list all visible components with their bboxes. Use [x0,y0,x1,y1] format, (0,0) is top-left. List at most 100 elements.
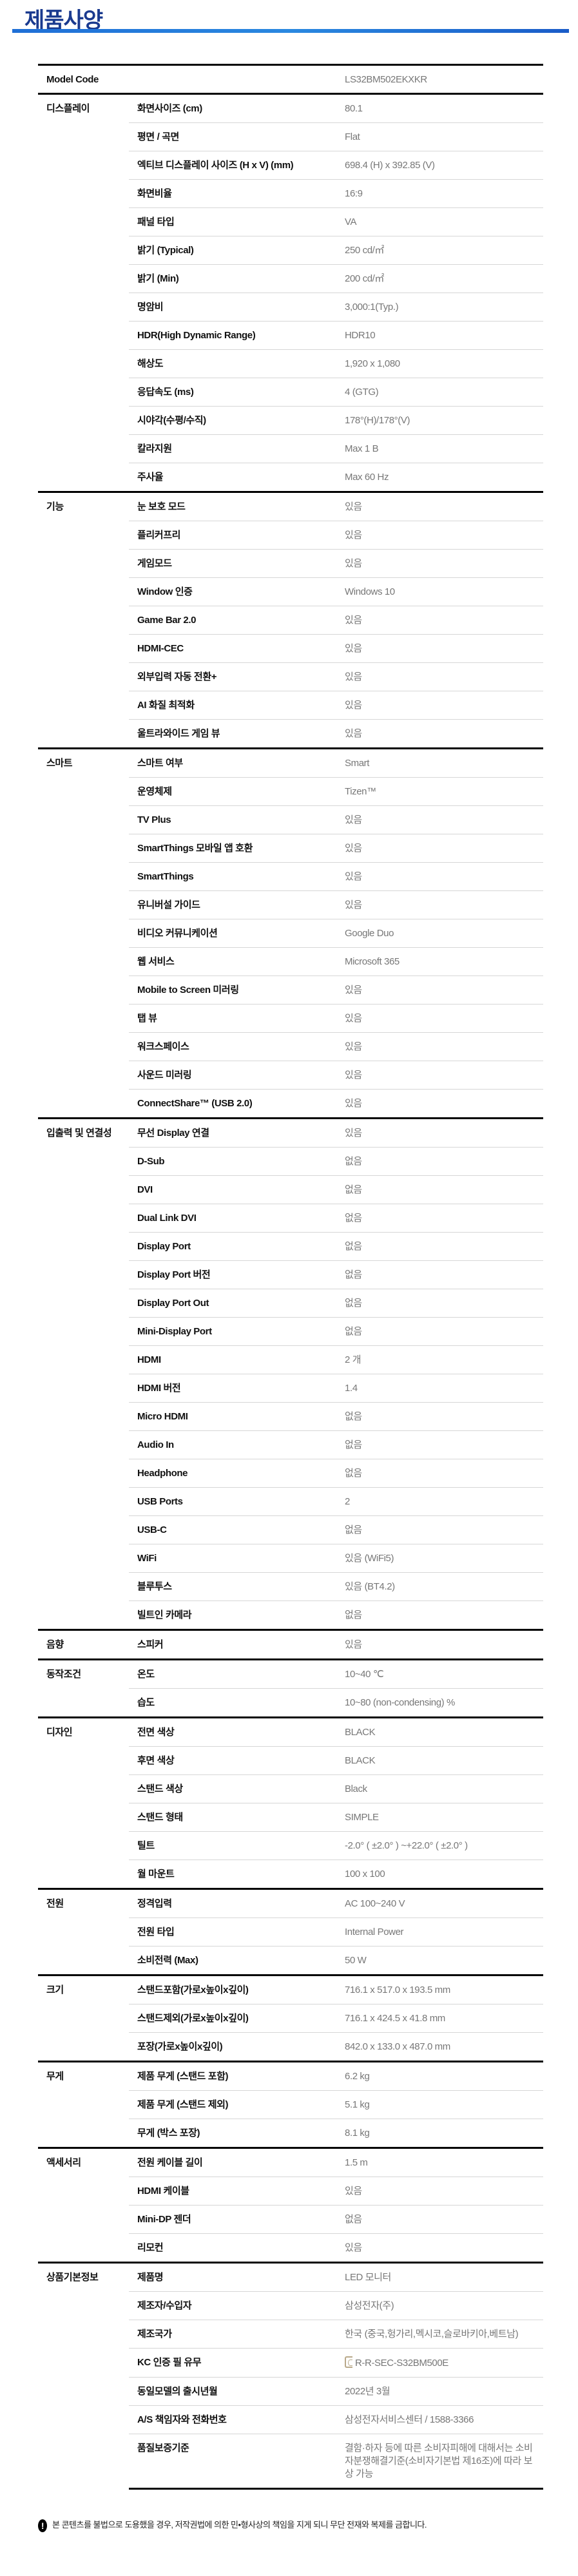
copyright-notice-text: 본 콘텐츠를 불법으로 도용했을 경우, 저작권법에 의한 민•형사상의 책임을… [52,2520,427,2530]
spec-value: 한국 (중국,헝가리,멕시코,슬로바키아,베트남) [345,2320,543,2349]
spec-row: HDR(High Dynamic Range) HDR10 [38,321,543,350]
spec-label: 월 마운트 [129,1860,345,1889]
spec-value: 8.1 kg [345,2119,543,2148]
spec-value: 200 cd/㎡ [345,264,543,293]
spec-label: HDMI [129,1345,345,1374]
spec-value: 있음 [345,834,543,863]
spec-row: 제조국가 한국 (중국,헝가리,멕시코,슬로바키아,베트남) [38,2320,543,2349]
spec-label: Mobile to Screen 미러링 [129,976,345,1004]
spec-label: AI 화질 최적화 [129,691,345,720]
spec-label: 엑티브 디스플레이 사이즈 (H x V) (mm) [129,151,345,180]
spec-value: 있음 [345,976,543,1004]
spec-label: 포장(가로x높이x깊이) [129,2032,345,2062]
spec-row: 음향 스피커 있음 [38,1629,543,1660]
spec-label: Headphone [129,1459,345,1488]
spec-row: 포장(가로x높이x깊이) 842.0 x 133.0 x 487.0 mm [38,2032,543,2062]
spec-value: 없음 [345,1175,543,1204]
spec-label: 스탠드 형태 [129,1803,345,1832]
spec-label: 화면사이즈 (cm) [129,93,345,123]
spec-value: Max 1 B [345,434,543,463]
spec-label: 무선 Display 연결 [129,1117,345,1148]
spec-category: 액세서리 [38,2147,129,2263]
spec-label: 탭 뷰 [129,1004,345,1033]
spec-row: 디스플레이 화면사이즈 (cm) 80.1 [38,93,543,492]
spec-row: 유니버설 가이드 있음 [38,890,543,919]
spec-row: 전원 정격입력 AC 100~240 V [38,1888,543,1975]
spec-value: 16:9 [345,179,543,208]
spec-label: HDMI-CEC [129,634,345,663]
spec-label: 동일모델의 출시년월 [129,2377,345,2406]
spec-category: 스마트 [38,747,129,1119]
spec-label: 전원 케이블 길이 [129,2147,345,2177]
spec-row: 기능 눈 보호 모드 있음 [38,491,543,749]
spec-category: 기능 [38,491,129,749]
spec-row: Headphone 없음 [38,1459,543,1488]
spec-value: 있음 [345,2177,543,2206]
spec-label: 후면 색상 [129,1746,345,1775]
spec-label: Mini-DP 젠더 [129,2205,345,2234]
spec-label: Micro HDMI [129,1402,345,1431]
spec-value: 없음 [345,2205,543,2234]
spec-label: 응답속도 (ms) [129,378,345,407]
spec-label: 전원 타입 [129,1918,345,1946]
spec-value: R-R-SEC-S32BM500E [345,2348,543,2378]
spec-value: 5.1 kg [345,2090,543,2119]
spec-label: 스탠드포함(가로x높이x깊이) [129,1974,345,2004]
spec-value: Microsoft 365 [345,947,543,976]
spec-row: Display Port Out 없음 [38,1289,543,1318]
spec-label: DVI [129,1175,345,1204]
spec-row: 품질보증기준 결함·하자 등에 따른 소비자피해에 대해서는 소비자분쟁해결기준(… [38,2434,543,2490]
spec-value: 80.1 [345,93,543,123]
spec-row: A/S 책임자와 전화번호 삼성전자서비스센터 / 1588-3366 [38,2405,543,2434]
spec-row: 엑티브 디스플레이 사이즈 (H x V) (mm) 698.4 (H) x 39… [38,151,543,180]
spec-value: 있음 [345,862,543,891]
kc-certification-mark-icon [345,2356,352,2368]
spec-label: 제품 무게 (스탠드 포함) [129,2061,345,2091]
spec-row: Game Bar 2.0 있음 [38,606,543,635]
spec-label: SmartThings [129,862,345,891]
spec-label: Display Port [129,1232,345,1261]
spec-row: 운영체제 Tizen™ [38,777,543,806]
spec-label: 제품 무게 (스탠드 제외) [129,2090,345,2119]
spec-row: 리모컨 있음 [38,2233,543,2263]
spec-label: 스마트 여부 [129,747,345,778]
spec-row: 스마트 스마트 여부 Smart [38,747,543,1119]
spec-row: 웹 서비스 Microsoft 365 [38,947,543,976]
spec-value: 없음 [345,1317,543,1346]
spec-label: WiFi [129,1544,345,1573]
spec-row: SmartThings 있음 [38,862,543,891]
spec-label: 전면 색상 [129,1716,345,1747]
spec-label: Mini-Display Port [129,1317,345,1346]
spec-label: Display Port Out [129,1289,345,1318]
spec-row: HDMI 2 개 [38,1345,543,1374]
spec-value: Smart [345,747,543,778]
spec-value: 716.1 x 517.0 x 193.5 mm [345,1974,543,2004]
spec-label: 게임모드 [129,549,345,578]
spec-value: 없음 [345,1147,543,1176]
spec-row: Window 인증 Windows 10 [38,577,543,606]
spec-row: 디자인 전면 색상 BLACK [38,1716,543,1889]
spec-label: HDMI 케이블 [129,2177,345,2206]
spec-category: 크기 [38,1974,129,2062]
spec-row: WiFi 있음 (WiFi5) [38,1544,543,1573]
spec-category: 상품기본정보 [38,2262,129,2489]
spec-row: AI 화질 최적화 있음 [38,691,543,720]
spec-label: 무게 (박스 포장) [129,2119,345,2148]
spec-label: 정격입력 [129,1888,345,1918]
spec-label: 플리커프리 [129,521,345,550]
spec-label: 스피커 [129,1629,345,1660]
spec-value: VA [345,207,543,236]
spec-value: 없음 [345,1402,543,1431]
spec-row: Micro HDMI 없음 [38,1402,543,1431]
spec-label: 제품명 [129,2262,345,2292]
spec-label: 블루투스 [129,1572,345,1601]
spec-value: 있음 [345,662,543,691]
copyright-notice: ! 본 콘텐츠를 불법으로 도용했을 경우, 저작권법에 의한 민•형사상의 책… [38,2519,543,2532]
spec-row: DVI 없음 [38,1175,543,1204]
spec-row: 소비전력 (Max) 50 W [38,1946,543,1975]
spec-row: 사운드 미러링 있음 [38,1061,543,1090]
spec-row: 무게 (박스 포장) 8.1 kg [38,2119,543,2148]
spec-value: 10~80 (non-condensing) % [345,1688,543,1718]
spec-row: 시야각(수평/수직) 178°(H)/178°(V) [38,406,543,435]
spec-label: Audio In [129,1430,345,1459]
